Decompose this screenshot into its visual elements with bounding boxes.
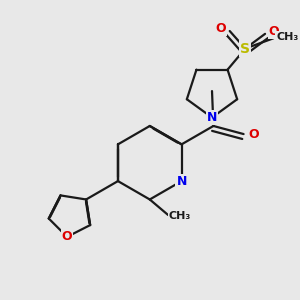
- Text: O: O: [62, 230, 72, 243]
- Text: S: S: [240, 41, 250, 56]
- Text: CH₃: CH₃: [276, 32, 298, 42]
- Text: CH₃: CH₃: [169, 211, 191, 220]
- Text: N: N: [207, 111, 217, 124]
- Text: O: O: [269, 25, 279, 38]
- Text: O: O: [248, 128, 259, 141]
- Text: N: N: [176, 175, 187, 188]
- Text: O: O: [215, 22, 226, 35]
